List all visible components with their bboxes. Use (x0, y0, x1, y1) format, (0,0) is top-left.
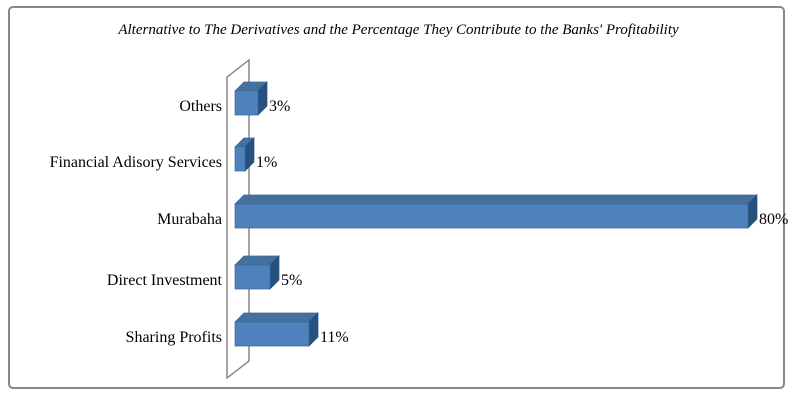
bar-top-face (234, 312, 319, 323)
value-label: 11% (320, 329, 349, 346)
bar-financial-adisory-services (234, 146, 246, 172)
category-label: Financial Adisory Services (50, 154, 222, 171)
category-label: Murabaha (157, 211, 222, 228)
bar-top-face (234, 194, 758, 205)
value-labels: 3% 1% 80% 5% 11% (256, 98, 788, 346)
value-label: 5% (281, 272, 302, 289)
category-label: Direct Investment (107, 272, 223, 289)
category-axis-labels: Others Financial Adisory Services Murabaha… (50, 98, 223, 346)
bar-murabaha (234, 203, 749, 229)
bar-direct-investment (234, 264, 271, 290)
category-label: Others (179, 98, 222, 115)
value-label: 80% (759, 211, 788, 228)
value-label: 1% (256, 154, 277, 171)
value-label: 3% (269, 98, 290, 115)
bar-sharing-profits (234, 321, 310, 347)
chart-title: Alternative to The Derivatives and the P… (118, 22, 679, 38)
bars-group (234, 81, 758, 347)
bar-others (234, 90, 259, 116)
category-label: Sharing Profits (126, 329, 222, 346)
